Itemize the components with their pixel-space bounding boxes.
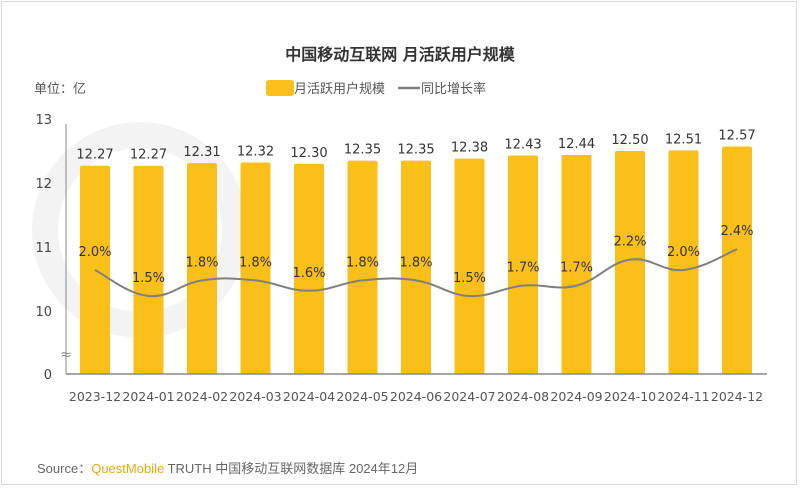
rate-label: 1.8% <box>399 255 432 270</box>
bar-value-label: 12.57 <box>718 129 755 144</box>
y-tick-label: 12 <box>35 177 52 192</box>
legend-line-label: 同比增长率 <box>421 81 486 97</box>
chart-title: 中国移动互联网 月活跃用户规模 <box>285 45 516 64</box>
bar-value-label: 12.30 <box>290 146 327 161</box>
bar-value-label: 12.43 <box>504 137 541 152</box>
bar <box>454 158 485 374</box>
x-tick-label: 2024-02 <box>176 389 228 404</box>
bar <box>508 155 538 374</box>
bar <box>80 165 110 374</box>
bar-value-label: 12.32 <box>237 145 274 160</box>
rate-label: 1.7% <box>506 261 539 276</box>
bar <box>561 154 592 374</box>
rate-label: 1.8% <box>185 255 218 270</box>
brand-name: QuestMobile <box>91 461 165 476</box>
rate-label: 1.8% <box>239 255 272 270</box>
bar-value-label: 12.35 <box>344 143 381 158</box>
bar <box>347 160 378 374</box>
rate-label: 2.0% <box>667 245 700 260</box>
y-tick-label: 11 <box>35 241 52 256</box>
bar-value-label: 12.38 <box>451 141 488 156</box>
rate-label: 2.0% <box>78 245 111 260</box>
rate-label: 2.2% <box>613 235 646 250</box>
bar-value-label: 12.27 <box>130 148 167 163</box>
unit-label: 单位：亿 <box>34 82 86 97</box>
rate-label: 1.5% <box>132 271 165 286</box>
source-text: TRUTH 中国移动互联网数据库 2024年12月 <box>164 461 419 476</box>
x-tick-label: 2024-05 <box>336 389 388 404</box>
growth-rate-line <box>94 248 738 298</box>
rate-label: 2.4% <box>720 224 753 239</box>
bar <box>401 160 431 374</box>
x-tick-label: 2024-08 <box>497 389 549 404</box>
x-tick-label: 2024-09 <box>550 389 602 404</box>
bar-value-label: 12.50 <box>611 133 648 148</box>
rate-label: 1.6% <box>292 266 325 281</box>
x-tick-label: 2024-10 <box>604 389 656 404</box>
x-tick-label: 2024-07 <box>443 389 495 404</box>
rate-label: 1.7% <box>560 261 593 276</box>
bar <box>240 162 271 374</box>
x-tick-label: 2024-03 <box>229 389 281 404</box>
bar <box>187 163 217 374</box>
legend-bar-swatch <box>266 80 294 96</box>
bar <box>294 163 324 374</box>
bar-value-label: 12.44 <box>558 137 595 152</box>
bar-value-label: 12.51 <box>665 132 702 147</box>
y-tick-label: 0 <box>44 368 52 383</box>
bar <box>133 165 164 374</box>
bar <box>668 150 699 374</box>
x-tick-label: 2024-01 <box>122 389 174 404</box>
bar-value-label: 12.27 <box>76 148 113 163</box>
bar-value-label: 12.35 <box>397 143 434 158</box>
bar <box>722 146 752 374</box>
bar-value-label: 12.31 <box>183 145 220 160</box>
x-tick-label: 2024-04 <box>283 389 335 404</box>
legend-bar-label: 月活跃用户规模 <box>294 81 385 97</box>
x-tick-label: 2024-11 <box>657 389 709 404</box>
x-tick-label: 2024-12 <box>711 389 763 404</box>
rate-label: 1.8% <box>346 255 379 270</box>
source-note: Source：QuestMobile TRUTH 中国移动互联网数据库 2024… <box>37 458 418 477</box>
x-tick-label: 2024-06 <box>390 389 442 404</box>
bar <box>615 151 645 374</box>
source-prefix: Source： <box>37 461 92 476</box>
y-tick-label: 13 <box>35 113 52 128</box>
y-tick-label: 10 <box>35 305 52 320</box>
axis-break-icon: ≈ <box>60 347 72 363</box>
rate-label: 1.5% <box>453 271 486 286</box>
x-tick-label: 2023-12 <box>69 389 121 404</box>
